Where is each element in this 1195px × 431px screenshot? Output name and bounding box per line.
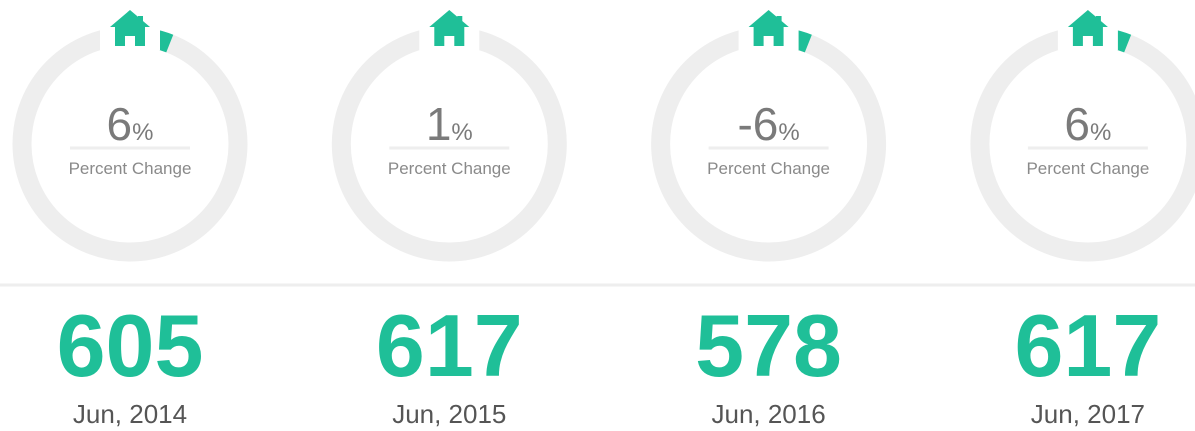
percent-change: 6% — [1064, 98, 1111, 150]
percent-change: 6% — [107, 98, 154, 150]
percent-change: 1% — [426, 98, 473, 150]
count-value: 617 — [1014, 296, 1161, 395]
percent-change: -6% — [737, 98, 799, 150]
date: Jun, 2015 — [392, 399, 506, 429]
caption: Percent Change — [69, 159, 192, 178]
caption: Percent Change — [1026, 159, 1149, 178]
card: 6% Percent Change 617 Jun, 2017 — [970, 0, 1195, 429]
house-icon — [110, 10, 150, 46]
house-icon — [1067, 10, 1108, 46]
percent-value: 6 — [1064, 98, 1090, 150]
card: 6% Percent Change 605 Jun, 2014 — [12, 0, 248, 429]
house-icon — [748, 10, 789, 46]
percent-value: -6 — [737, 98, 778, 150]
caption: Percent Change — [707, 159, 830, 178]
percent-unit: % — [451, 119, 472, 146]
percent-unit: % — [778, 119, 799, 146]
percent-unit: % — [1090, 119, 1111, 146]
percent-value: 1 — [426, 98, 452, 150]
percent-value: 6 — [107, 98, 133, 150]
date: Jun, 2016 — [711, 399, 825, 429]
count-value: 578 — [695, 296, 842, 395]
count-value: 605 — [57, 296, 204, 395]
card: 1% Percent Change 617 Jun, 2015 — [331, 0, 567, 429]
date: Jun, 2017 — [1031, 399, 1145, 429]
count-value: 617 — [376, 296, 523, 395]
card: -6% Percent Change 578 Jun, 2016 — [651, 0, 887, 429]
date: Jun, 2014 — [73, 399, 187, 429]
percent-unit: % — [132, 119, 153, 146]
house-icon — [429, 10, 470, 46]
caption: Percent Change — [388, 159, 511, 178]
